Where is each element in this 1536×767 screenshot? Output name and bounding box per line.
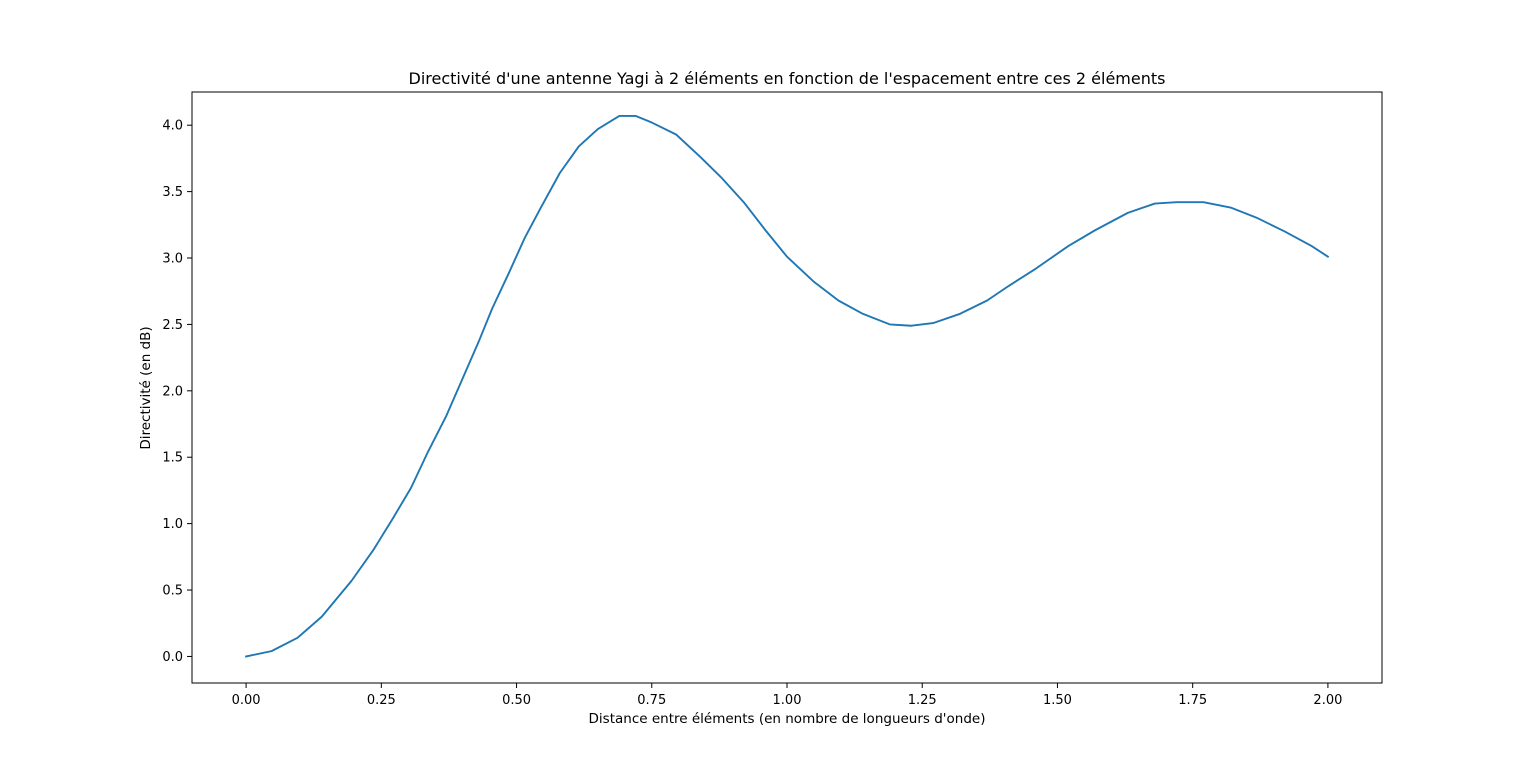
x-tick-label: 1.00 — [773, 693, 802, 708]
y-tick-label: 3.5 — [162, 185, 183, 200]
x-tick-label: 0.50 — [502, 693, 531, 708]
y-tick-label: 3.0 — [162, 252, 183, 267]
x-tick-label: 1.50 — [1043, 693, 1072, 708]
x-tick-label: 0.25 — [367, 693, 396, 708]
plot-area: 0.00 0.25 0.50 0.75 1.00 1.25 1.50 1.75 2.00 0.0 0… — [162, 91, 1383, 708]
x-tick-label: 2.00 — [1313, 693, 1342, 708]
y-axis-label: Directivité (en dB) — [138, 326, 154, 449]
x-tick-label: 0.00 — [232, 693, 261, 708]
x-tick-label: 1.75 — [1178, 693, 1207, 708]
y-tick-label: 0.0 — [162, 650, 183, 665]
y-tick-label: 1.0 — [162, 517, 183, 532]
y-tick-label: 2.5 — [162, 318, 183, 333]
x-axis-label: Distance entre éléments (en nombre de lo… — [589, 711, 986, 727]
x-tick-label: 0.75 — [637, 693, 666, 708]
x-tick-label: 1.25 — [908, 693, 937, 708]
y-tick-label: 1.5 — [162, 451, 183, 466]
y-tick-label: 2.0 — [162, 384, 183, 399]
series-line-0 — [244, 114, 1330, 658]
y-tick-label: 0.5 — [162, 584, 183, 599]
chart-title: Directivité d'une antenne Yagi à 2 éléme… — [409, 69, 1166, 88]
y-tick-label: 4.0 — [162, 119, 183, 134]
